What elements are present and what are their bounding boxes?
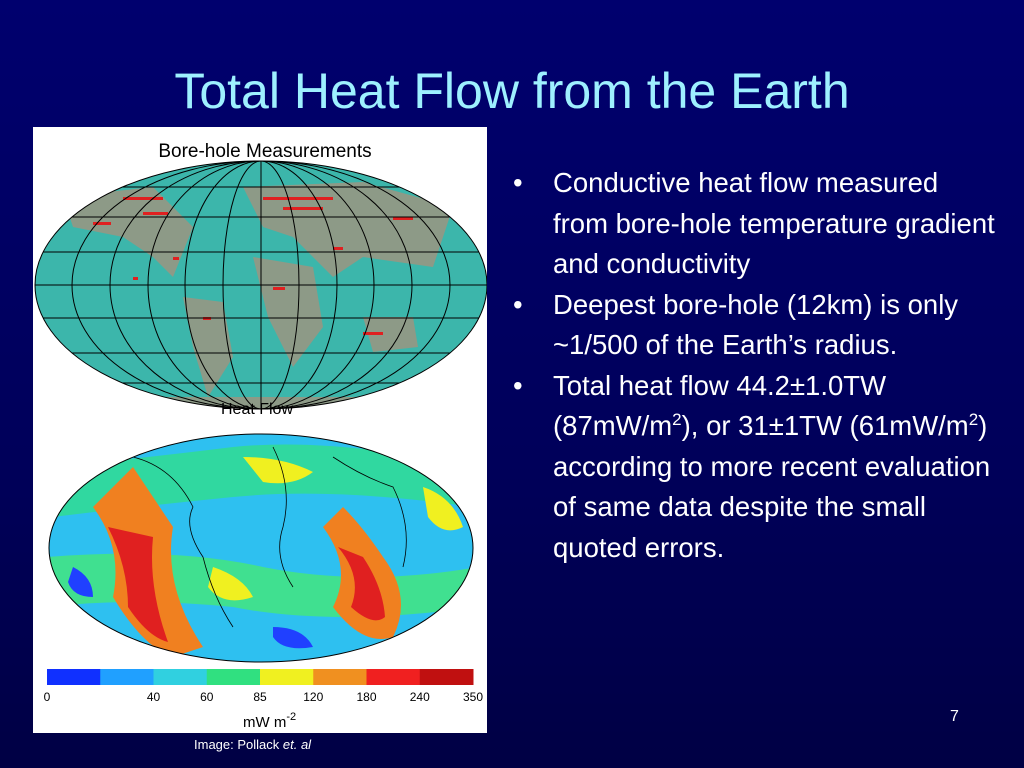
colorbar-segment	[419, 669, 474, 685]
bullet: Total heat flow 44.2±1.0TW (87mW/m2), or…	[510, 366, 1000, 569]
colorbar-label: 60	[200, 690, 214, 704]
bullet: Conductive heat flow measured from bore-…	[510, 163, 1000, 285]
colorbar-segment	[100, 669, 154, 685]
colorbar-segment	[313, 669, 367, 685]
colorbar-unit: mW m-2	[243, 711, 296, 731]
image-credit: Image: Pollack et. al	[194, 737, 312, 752]
slide-title: Total Heat Flow from the Earth	[174, 63, 850, 119]
colorbar-segment	[260, 669, 314, 685]
figure-graphic: Bore-hole Measurements Heat Flow	[34, 141, 487, 731]
colorbar-segment	[206, 669, 261, 685]
colorbar-label: 0	[44, 690, 51, 704]
bottom-map-title: Heat Flow	[221, 401, 293, 418]
bullet: Deepest bore-hole (12km) is only ~1/500 …	[510, 285, 1000, 366]
page-number: 7	[950, 708, 959, 725]
colorbar-segment	[153, 669, 208, 685]
colorbar-label: 350	[463, 690, 483, 704]
figure: Bore-hole Measurements Heat Flow	[33, 127, 487, 733]
colorbar-label: 180	[356, 690, 376, 704]
borehole-map	[35, 161, 487, 409]
heat-flow-map	[49, 434, 473, 662]
bullet-list: Conductive heat flow measured from bore-…	[510, 163, 1000, 568]
colorbar: 0 40 60 85 120 180 240 350	[44, 669, 483, 704]
colorbar-segment	[366, 669, 421, 685]
colorbar-label: 85	[253, 690, 267, 704]
colorbar-label: 240	[410, 690, 430, 704]
colorbar-segment	[47, 669, 101, 685]
top-map-title: Bore-hole Measurements	[158, 141, 371, 162]
colorbar-label: 40	[147, 690, 161, 704]
colorbar-label: 120	[303, 690, 323, 704]
